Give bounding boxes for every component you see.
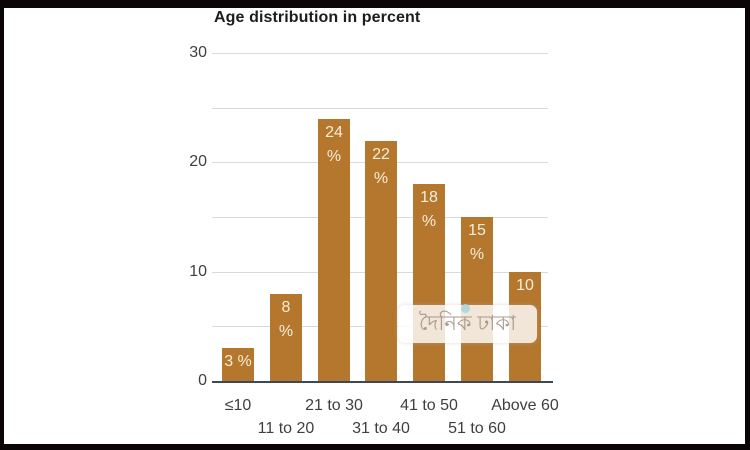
watermark-dot-icon <box>461 304 470 313</box>
bar-value-label: % <box>373 170 389 187</box>
x-axis-category-label: ≤10 <box>224 397 252 414</box>
x-axis-category-label: Above 60 <box>491 397 559 414</box>
bar-value-label: 22 <box>372 146 390 163</box>
y-axis-tick-label: 30 <box>189 44 207 61</box>
bar: 24% <box>318 119 350 381</box>
bar-value-label: % <box>469 246 485 263</box>
bar-value-label: 24 <box>325 124 343 141</box>
bar: 3 % <box>222 348 254 381</box>
bar-value-label: 10 <box>516 277 534 294</box>
bar: 8% <box>270 294 302 381</box>
y-axis-tick-label: 10 <box>189 263 207 280</box>
y-axis-tick-label: 20 <box>189 153 207 170</box>
bar-value-label: % <box>326 148 342 165</box>
x-axis-category-label: 31 to 40 <box>352 420 410 437</box>
bar-value-label: 8 <box>281 299 291 316</box>
x-axis-line <box>212 381 553 383</box>
x-axis-category-label: 21 to 30 <box>305 397 363 414</box>
bar-value-label: 15 <box>468 222 486 239</box>
chart-title: Age distribution in percent <box>214 9 421 26</box>
x-axis-category-label: 41 to 50 <box>400 397 458 414</box>
x-axis-category-label: 11 to 20 <box>257 420 315 437</box>
watermark-text: দৈনিক ঢাকা <box>418 311 517 335</box>
bar-value-label: 3 % <box>224 353 252 370</box>
y-axis-tick-label: 0 <box>198 372 207 389</box>
gridline <box>212 108 548 109</box>
bar-value-label: % <box>278 323 294 340</box>
x-axis-category-label: 51 to 60 <box>448 420 506 437</box>
bar-value-label: % <box>421 213 437 230</box>
bar: 22% <box>365 141 397 381</box>
bar: 15% <box>461 217 493 381</box>
chart-card: Age distribution in percent 0 10 20 30 3 % 8%… <box>4 8 745 444</box>
bar: 18% <box>413 184 445 381</box>
gridline <box>212 53 548 54</box>
watermark: দৈনিক ঢাকা <box>398 304 537 343</box>
bar-value-label: 18 <box>420 189 438 206</box>
